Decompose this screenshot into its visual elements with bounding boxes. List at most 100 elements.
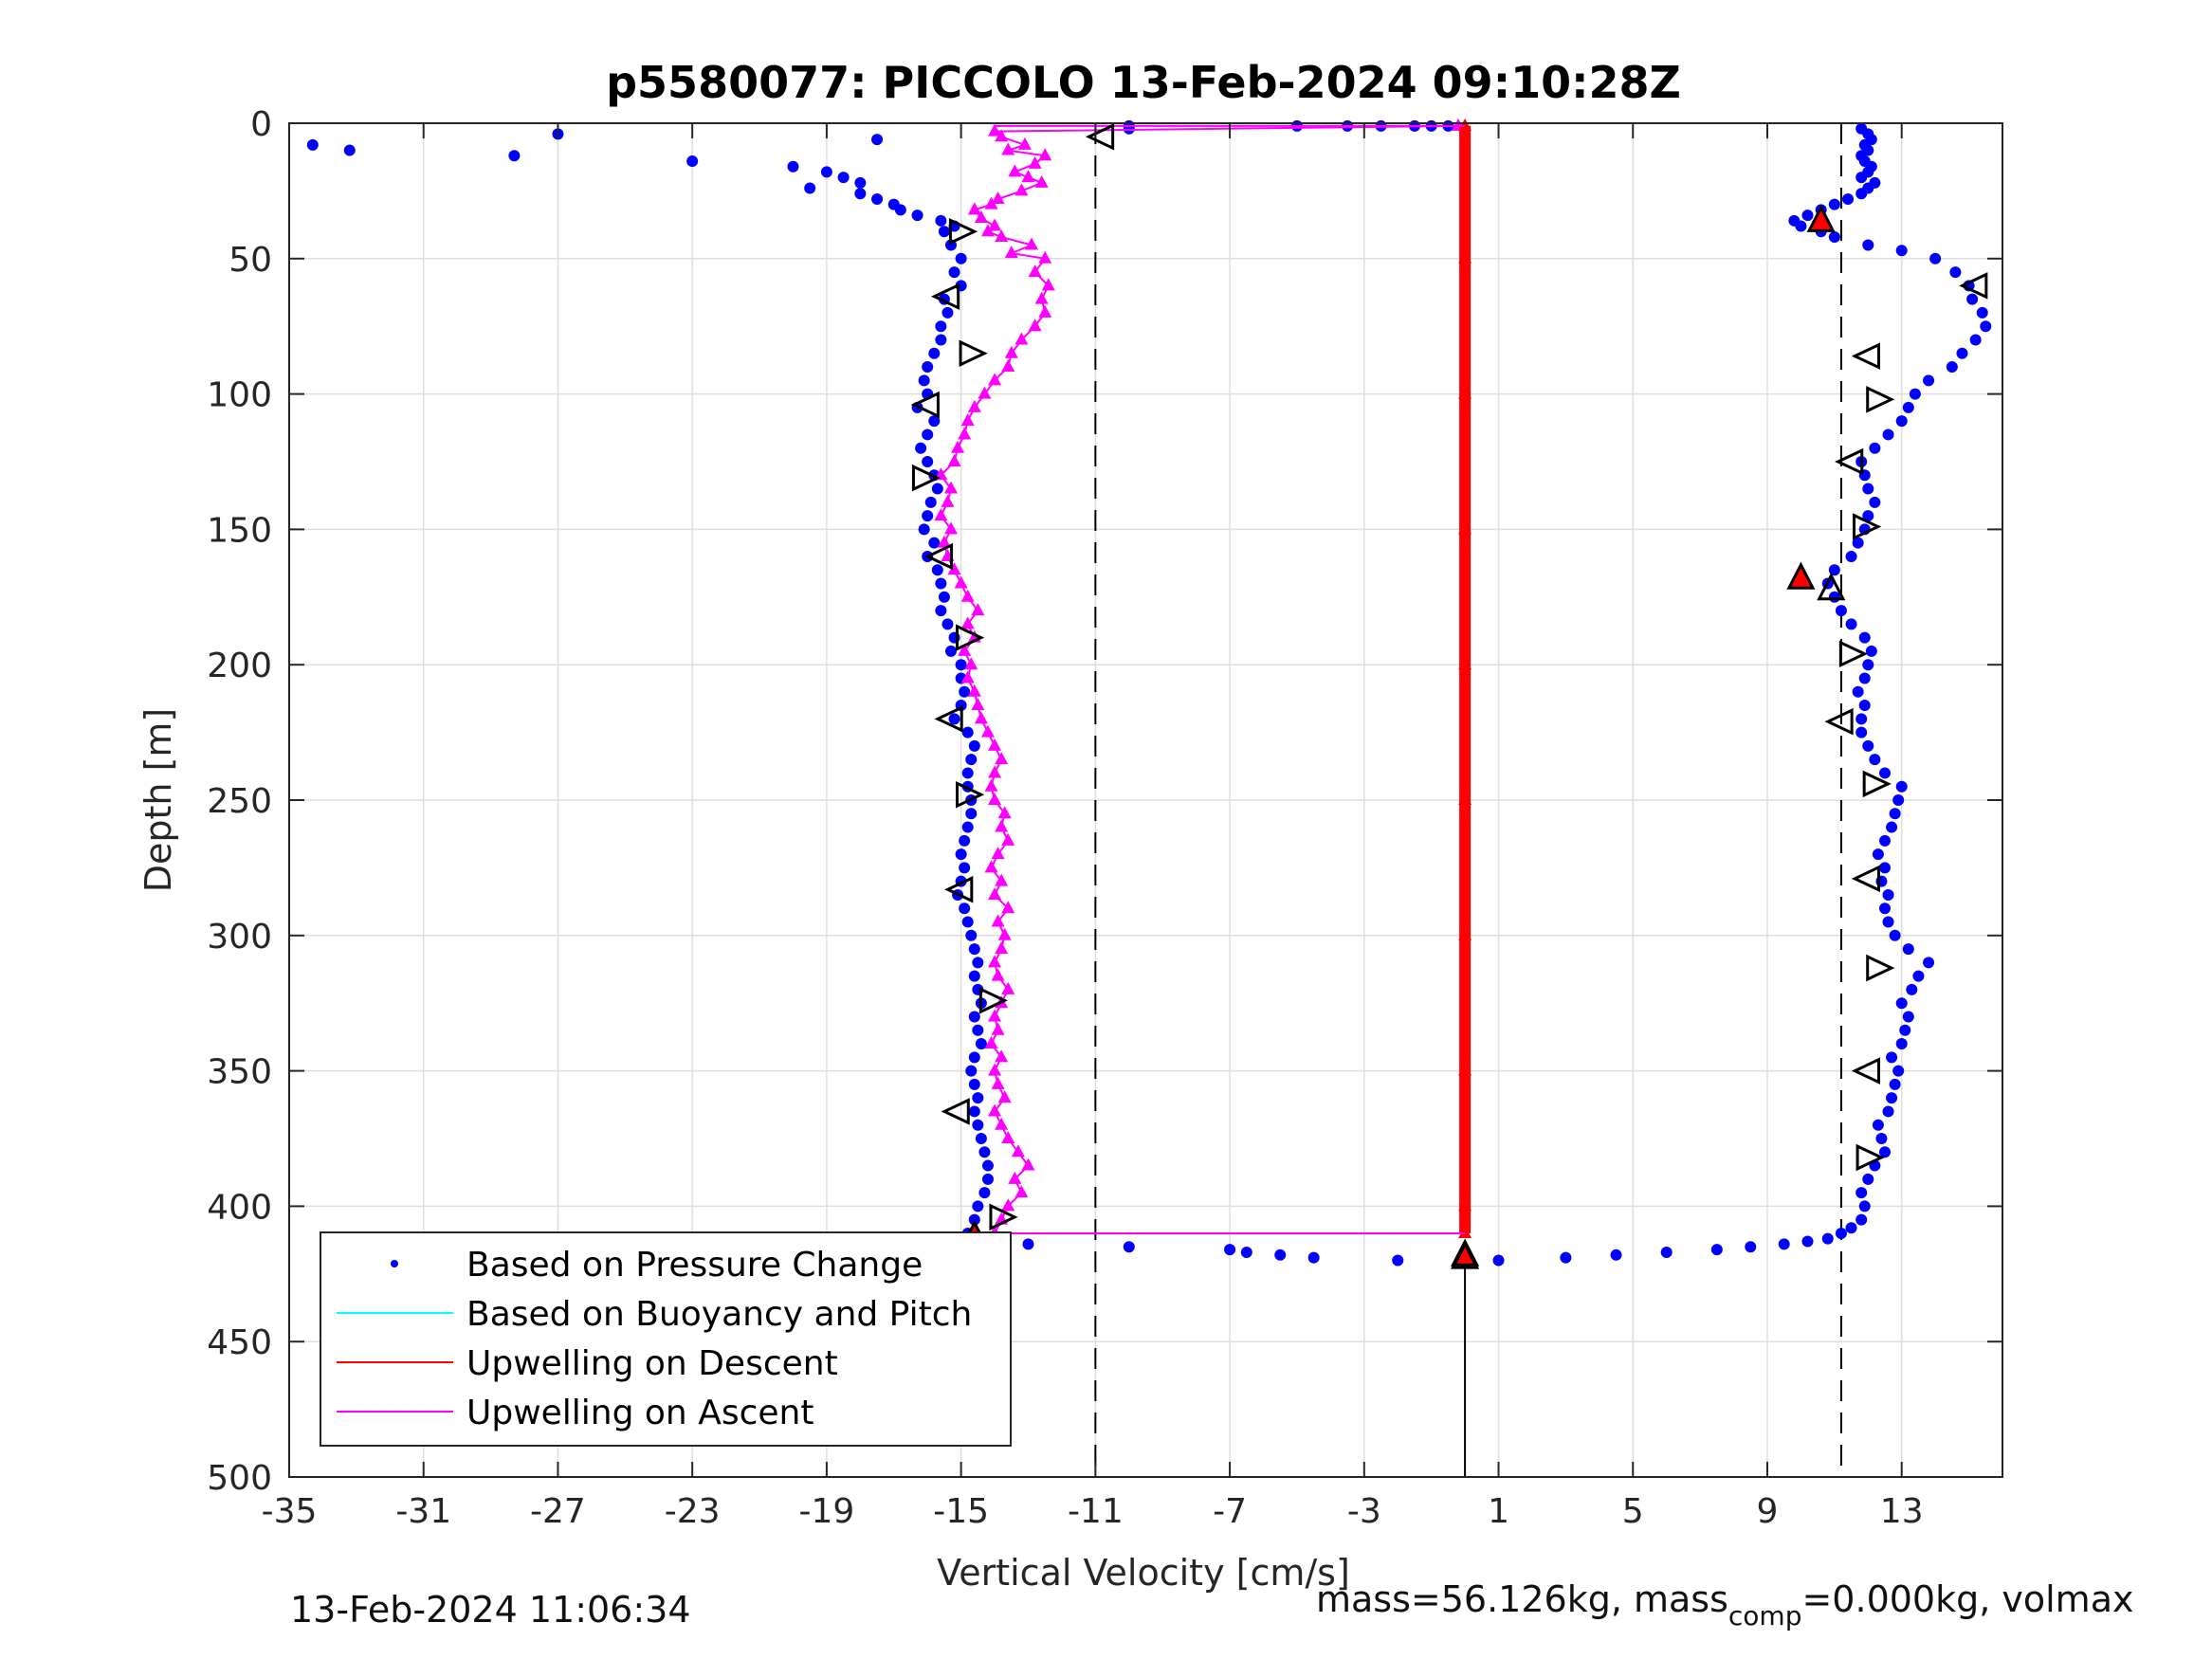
pressure-change-point: [931, 483, 943, 495]
pressure-change-point: [922, 428, 934, 441]
ascent-marker: [1824, 707, 1854, 736]
upwelling-ascent-point: [1011, 1144, 1025, 1158]
descent-marker: [941, 1098, 970, 1125]
pressure-change-point: [1886, 1051, 1898, 1064]
pressure-change-point: [1862, 510, 1874, 522]
pressure-change-point: [968, 1078, 980, 1090]
descent-marker: [989, 1203, 1018, 1231]
y-tick-label: 450: [207, 1323, 272, 1362]
upwelling-ascent-point: [1028, 155, 1042, 169]
pressure-change-point: [1862, 1173, 1874, 1185]
upwelling-ascent-point: [1015, 1185, 1029, 1198]
x-tick-label: -31: [395, 1492, 451, 1531]
x-tick-label: -23: [665, 1492, 721, 1531]
y-tick-label: 250: [207, 782, 272, 821]
ascent-marker: [1851, 865, 1880, 893]
pressure-change-point: [965, 929, 978, 941]
pressure-change-point: [1858, 631, 1871, 644]
pressure-change-point: [871, 192, 884, 205]
pressure-change-point: [1845, 550, 1857, 562]
pressure-change-point: [978, 1146, 991, 1158]
pressure-change-point: [965, 808, 978, 820]
x-tick-label: 13: [1880, 1492, 1924, 1531]
upwelling-ascent-point: [997, 806, 1012, 819]
ascent-marker: [1853, 513, 1882, 540]
legend-symbol-pressure: [391, 1260, 398, 1267]
pressure-change-point: [922, 510, 934, 522]
pressure-change-point: [1778, 1238, 1790, 1250]
upwelling-ascent-point: [980, 224, 995, 237]
pressure-change-point: [948, 266, 960, 279]
pressure-change-point: [975, 1133, 987, 1144]
pressure-change-point: [508, 150, 521, 162]
pressure-change-point: [1886, 1092, 1898, 1104]
upwelling-ascent-point: [991, 1076, 1005, 1089]
pressure-change-point: [1845, 1222, 1857, 1234]
upwelling-ascent-point: [995, 1117, 1009, 1130]
grid-lines: [288, 122, 2002, 1478]
upwelling-ascent-point: [1001, 901, 1015, 914]
upwelling-ascent-point: [988, 955, 1002, 968]
pressure-change-point: [1828, 564, 1840, 576]
pressure-change-point: [1862, 739, 1874, 752]
footer-mass-info: mass=56.126kg, masscomp=0.000kg, volmax: [1316, 1578, 2133, 1632]
ascent-marker: [1959, 272, 1988, 300]
pressure-change-point: [961, 767, 974, 779]
pressure-change-point: [1788, 214, 1801, 227]
upwelling-ascent-point: [995, 228, 1009, 242]
legend-entry: Upwelling on Ascent: [466, 1394, 814, 1432]
pressure-change-point: [918, 374, 930, 387]
turn-marker: [1817, 572, 1846, 601]
upwelling-ascent-point: [991, 1022, 1005, 1035]
upwelling-ascent-point: [954, 575, 968, 589]
upwelling-descent-point: [1458, 657, 1472, 670]
x-tick-label: -19: [798, 1492, 854, 1531]
pressure-change-point: [972, 957, 984, 969]
y-tick-label: 100: [207, 376, 272, 415]
upwelling-ascent-point: [964, 657, 978, 670]
pressure-change-point: [959, 834, 971, 847]
pressure-change-point: [935, 214, 947, 227]
pressure-change-point: [968, 1105, 980, 1118]
upwelling-ascent-point: [967, 684, 981, 697]
pressure-change-point: [972, 1024, 984, 1036]
ascent-marker: [1866, 954, 1895, 982]
footer-mass-suffix: =0.000kg, volmax: [1801, 1578, 2134, 1620]
x-tick-label: 5: [1622, 1492, 1644, 1531]
pressure-change-point: [1858, 700, 1871, 712]
descent-marker: [910, 391, 940, 419]
pressure-change-point: [955, 848, 967, 861]
pressure-change-point: [1892, 1065, 1905, 1077]
pressure-change-point: [1307, 1251, 1320, 1264]
pressure-change-point: [1856, 1187, 1868, 1199]
pressure-change-point: [1980, 320, 1992, 333]
pressure-change-point: [1856, 726, 1868, 738]
upwelling-ascent-point: [943, 481, 958, 494]
upwelling-ascent-point: [947, 562, 961, 575]
upwelling-ascent-point: [1038, 304, 1052, 318]
pressure-change-point: [1224, 1244, 1236, 1256]
y-tick-label: 0: [250, 105, 272, 144]
pressure-change-point: [1878, 902, 1891, 915]
legend-entry: Based on Buoyancy and Pitch: [466, 1295, 972, 1334]
pressure-change-point: [1869, 496, 1881, 508]
pressure-change-point: [928, 347, 941, 359]
pressure-change-point: [961, 821, 974, 833]
upwelling-ascent-point: [1034, 174, 1049, 188]
pressure-change-point: [1856, 122, 1868, 135]
pressure-change-point: [1835, 1227, 1847, 1239]
pressure-change-point: [1902, 401, 1914, 413]
descent-marker: [948, 217, 978, 246]
upwelling-descent-point: [1458, 1063, 1472, 1076]
upwelling-ascent-point: [1001, 1198, 1015, 1212]
upwelling-ascent-point: [984, 196, 998, 210]
descent-marker: [956, 781, 985, 809]
pressure-change-point: [959, 685, 971, 698]
pressure-change-point: [837, 172, 850, 184]
pressure-change-point: [1801, 1235, 1814, 1248]
x-tick-label: -7: [1213, 1492, 1247, 1531]
upwelling-descent-point: [1458, 250, 1472, 264]
upwelling-ascent-point: [1008, 164, 1022, 177]
footer-mass-prefix: mass=56.126kg, mass: [1316, 1578, 1728, 1620]
upwelling-ascent-point: [1028, 319, 1042, 332]
